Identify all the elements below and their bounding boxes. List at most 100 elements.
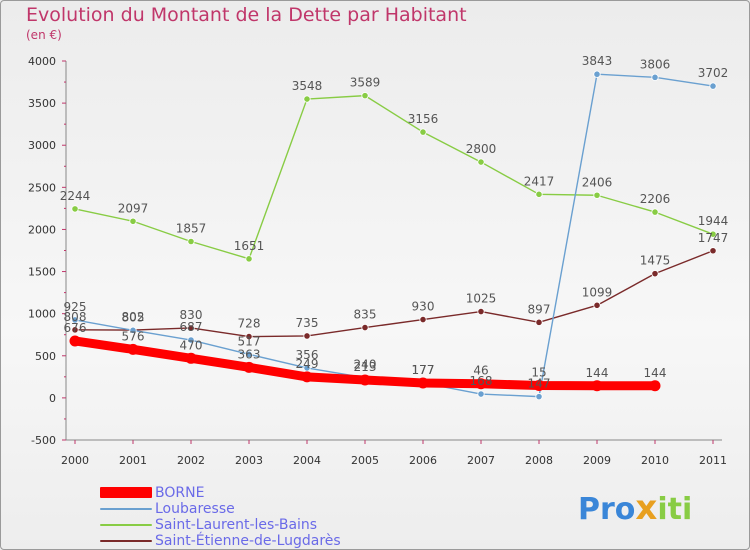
chart-subtitle: (en €) xyxy=(26,28,62,42)
y-tick-label-2000: 2000 xyxy=(28,223,56,236)
y-tick-label-500: 500 xyxy=(35,350,56,363)
y-tick-label-1000: 1000 xyxy=(28,308,56,321)
data-point-s3-2009 xyxy=(593,301,601,309)
data-point-s0-2010 xyxy=(649,380,661,392)
data-point-s1-2004 xyxy=(303,364,311,372)
value-label-s2-2005: 3589 xyxy=(350,76,381,90)
value-label-s0-2005: 213 xyxy=(354,360,377,374)
data-point-s0-2005 xyxy=(359,374,371,386)
value-label-s2-2006: 3156 xyxy=(408,112,439,126)
legend-item-borne: BORNE xyxy=(100,485,400,502)
x-tick-label-2010: 2010 xyxy=(641,454,669,467)
logo-text-pre: Pro xyxy=(578,492,636,527)
value-label-s3-2006: 930 xyxy=(412,300,435,314)
value-label-s1-2006: 177 xyxy=(412,363,435,377)
data-point-s1-2010 xyxy=(651,73,659,81)
legend-label-saint-etienne: Saint-Étienne-de-Lugdarès xyxy=(155,533,341,549)
value-label-s1-2008: 147 xyxy=(528,377,551,391)
data-point-s3-2010 xyxy=(651,270,659,278)
value-label-s0-2008: 15 xyxy=(531,366,546,380)
value-label-s1-2001: 805 xyxy=(122,310,145,324)
data-point-s0-2001 xyxy=(127,343,139,355)
legend-swatch-saint-laurent xyxy=(100,524,152,526)
data-point-s1-2007 xyxy=(477,390,485,398)
value-label-s3-2007: 1025 xyxy=(466,292,497,306)
data-point-s1-2009 xyxy=(593,70,601,78)
data-point-s3-2004 xyxy=(303,332,311,340)
data-point-s2-2004 xyxy=(303,95,311,103)
data-point-s2-2008 xyxy=(535,190,543,198)
data-point-s2-2000 xyxy=(71,205,79,213)
value-label-s3-2011: 1747 xyxy=(698,231,729,245)
data-point-s1-2000 xyxy=(71,316,79,324)
value-label-s0-2004: 249 xyxy=(296,357,319,371)
x-tick-label-2000: 2000 xyxy=(61,454,89,467)
value-label-s0-2002: 470 xyxy=(180,338,203,352)
data-point-s0-2009 xyxy=(591,380,603,392)
value-label-s0-2006: 177 xyxy=(412,363,435,377)
value-label-s2-2004: 3548 xyxy=(292,79,323,93)
value-label-s0-2009: 144 xyxy=(586,366,609,380)
data-point-s1-2011 xyxy=(709,82,717,90)
data-point-s0-2003 xyxy=(243,361,255,373)
data-point-s0-2000 xyxy=(69,335,81,347)
legend-swatch-saint-etienne xyxy=(100,540,152,542)
data-point-s0-2002 xyxy=(185,352,197,364)
data-point-s2-2010 xyxy=(651,208,659,216)
value-label-s0-2001: 576 xyxy=(122,329,145,343)
value-label-s2-2007: 2800 xyxy=(466,142,497,156)
value-label-s0-2000: 676 xyxy=(64,321,87,335)
value-label-s1-2003: 517 xyxy=(238,334,261,348)
y-tick-label-4000: 4000 xyxy=(28,55,56,68)
value-label-s2-2000: 2244 xyxy=(60,189,91,203)
data-point-s2-2009 xyxy=(593,191,601,199)
data-point-s2-2003 xyxy=(245,255,253,263)
value-label-s0-2007: 46 xyxy=(473,364,488,378)
legend-item-loubaresse: Loubaresse xyxy=(100,501,400,518)
value-label-s3-2008: 897 xyxy=(528,302,551,316)
value-label-s3-2003: 728 xyxy=(238,317,261,331)
value-label-s2-2008: 2417 xyxy=(524,174,555,188)
data-point-s0-2004 xyxy=(301,371,313,383)
data-point-s1-2001 xyxy=(129,326,137,334)
data-point-s3-2006 xyxy=(419,315,427,324)
data-point-s3-2011 xyxy=(709,247,717,255)
value-label-s3-2005: 835 xyxy=(354,308,377,322)
y-tick-label-1500: 1500 xyxy=(28,266,56,279)
x-tick-label-2009: 2009 xyxy=(583,454,611,467)
value-label-s3-2002: 830 xyxy=(180,308,203,322)
y-tick-label--500: -500 xyxy=(31,434,56,447)
data-point-s0-2006 xyxy=(417,377,429,389)
value-label-s0-2010: 144 xyxy=(644,366,667,380)
legend-swatch-borne xyxy=(100,487,152,498)
value-label-s2-2001: 2097 xyxy=(118,201,149,215)
data-point-s2-2005 xyxy=(361,92,369,100)
y-tick-label-3500: 3500 xyxy=(28,97,56,110)
value-label-s2-2002: 1857 xyxy=(176,221,207,235)
value-label-s3-2009: 1099 xyxy=(582,285,613,299)
value-label-s3-2004: 735 xyxy=(296,316,319,330)
data-point-s3-2008 xyxy=(535,318,543,326)
value-label-s1-2004: 356 xyxy=(296,348,319,362)
value-label-s3-2010: 1475 xyxy=(640,254,671,268)
value-label-s2-2009: 2406 xyxy=(582,175,613,189)
legend-label-saint-laurent: Saint-Laurent-les-Bains xyxy=(155,517,318,533)
data-point-s0-2007 xyxy=(475,378,487,390)
value-label-s1-2010: 3806 xyxy=(640,57,671,71)
data-point-s1-2002 xyxy=(187,336,195,344)
series-line-2 xyxy=(74,94,714,260)
x-tick-label-2004: 2004 xyxy=(293,454,321,467)
data-point-s1-2008 xyxy=(535,393,543,401)
data-point-s2-2001 xyxy=(129,217,137,225)
data-point-s3-2000 xyxy=(71,326,79,334)
value-label-s1-2007: 168 xyxy=(470,374,493,388)
value-label-s2-2003: 1651 xyxy=(234,239,265,253)
legend-label-borne: BORNE xyxy=(155,485,205,501)
value-label-s2-2010: 2206 xyxy=(640,192,671,206)
data-point-s2-2011 xyxy=(709,230,717,238)
legend-item-saint-etienne: Saint-Étienne-de-Lugdarès xyxy=(100,533,400,550)
data-point-s3-2005 xyxy=(361,323,369,332)
x-tick-label-2001: 2001 xyxy=(119,454,147,467)
x-tick-label-2002: 2002 xyxy=(177,454,205,467)
chart-title: Evolution du Montant de la Dette par Hab… xyxy=(26,4,467,26)
